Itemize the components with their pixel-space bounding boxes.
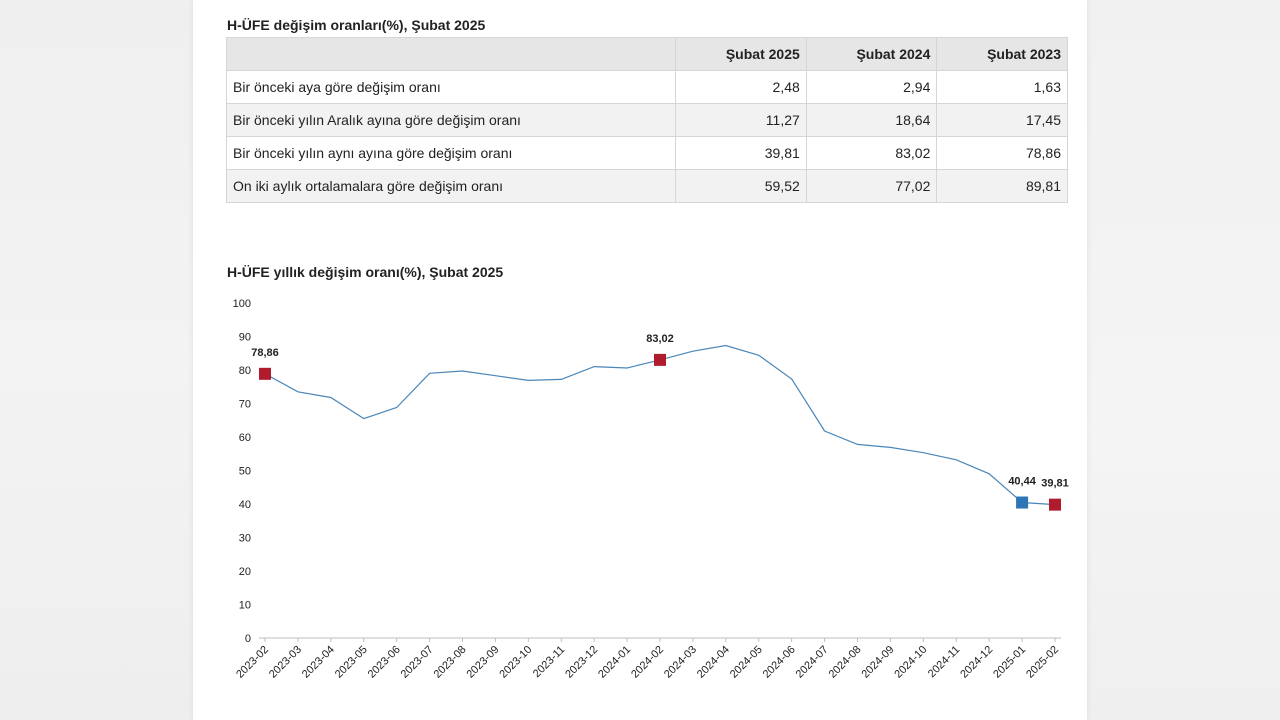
series-line	[264, 344, 1056, 506]
x-tick-label: 2025-01	[991, 644, 1028, 681]
y-tick-label: 40	[239, 499, 251, 511]
data-point	[758, 354, 760, 356]
x-tick-label: 2023-05	[333, 644, 370, 681]
y-tick-label: 0	[245, 633, 251, 645]
data-point	[395, 406, 397, 408]
y-tick-label: 50	[239, 466, 251, 478]
data-point	[725, 344, 727, 346]
report-sheet: H-ÜFE değişim oranları(%), Şubat 2025 Şu…	[193, 0, 1087, 720]
x-tick-label: 2023-06	[366, 644, 403, 681]
x-tick-label: 2024-05	[728, 644, 765, 681]
table-cell: 78,86	[936, 136, 1068, 170]
change-rates-table: Şubat 2025 Şubat 2024 Şubat 2023 Bir önc…	[225, 37, 1068, 203]
data-point	[626, 367, 628, 369]
y-tick-label: 80	[239, 365, 251, 377]
table-cell: 11,27	[675, 103, 807, 137]
table-row: Bir önceki aya göre değişim oranı 2,48 2…	[225, 70, 1068, 104]
background-right	[1087, 0, 1280, 720]
x-tick-label: 2024-09	[860, 644, 897, 681]
y-tick-label: 100	[233, 298, 251, 310]
data-point	[790, 378, 792, 380]
table-cell: 59,52	[675, 169, 807, 203]
highlight-marker	[1049, 498, 1061, 511]
x-tick-label: 2024-12	[958, 644, 995, 681]
data-point	[889, 446, 891, 448]
data-point	[692, 350, 694, 352]
x-tick-label: 2025-02	[1024, 644, 1061, 681]
x-tick-label: 2024-07	[794, 644, 831, 681]
y-tick-label: 70	[239, 399, 251, 411]
table-header-cell: Şubat 2024	[805, 37, 938, 71]
data-label: 40,44	[1008, 476, 1036, 488]
data-label: 83,02	[646, 333, 674, 345]
data-point	[560, 378, 562, 380]
y-tick-label: 60	[239, 432, 251, 444]
data-point	[461, 370, 463, 372]
x-tick-label: 2024-04	[695, 644, 732, 681]
x-tick-label: 2023-04	[300, 644, 337, 681]
row-label: On iki aylık ortalamalara göre değişim o…	[225, 169, 677, 203]
x-tick-label: 2023-07	[399, 644, 436, 681]
x-tick-label: 2024-10	[892, 644, 929, 681]
table-header-row: Şubat 2025 Şubat 2024 Şubat 2023	[225, 37, 1068, 71]
data-point	[955, 459, 957, 461]
table-title: H-ÜFE değişim oranları(%), Şubat 2025	[227, 17, 486, 33]
background-left	[0, 0, 193, 720]
highlight-marker	[654, 353, 666, 366]
x-tick-label: 2023-03	[267, 644, 304, 681]
data-label: 78,86	[251, 347, 279, 359]
x-tick-label: 2023-02	[234, 644, 271, 681]
data-point	[988, 473, 990, 475]
x-tick-label: 2023-11	[531, 644, 567, 680]
data-point	[922, 452, 924, 454]
data-point	[297, 391, 299, 393]
x-tick-label: 2024-11	[926, 644, 962, 680]
table-row: On iki aylık ortalamalara göre değişim o…	[225, 169, 1068, 203]
y-tick-label: 10	[239, 600, 251, 612]
data-point	[856, 443, 858, 445]
y-tick-label: 30	[239, 533, 251, 545]
x-tick-label: 2024-03	[662, 644, 699, 681]
data-point	[593, 365, 595, 367]
data-point	[428, 372, 430, 374]
x-tick-label: 2024-01	[596, 644, 633, 681]
table-cell: 18,64	[805, 103, 938, 137]
data-point	[527, 379, 529, 381]
table-cell: 77,02	[805, 169, 938, 203]
x-tick-label: 2024-06	[761, 644, 798, 681]
x-tick-label: 2023-10	[497, 644, 534, 681]
highlight-marker	[259, 367, 271, 380]
row-label: Bir önceki yılın aynı ayına göre değişim…	[225, 136, 677, 170]
table-cell: 89,81	[936, 169, 1068, 203]
table-cell: 2,48	[675, 70, 807, 104]
x-tick-label: 2023-09	[465, 644, 502, 681]
table-cell: 39,81	[675, 136, 807, 170]
x-tick-label: 2023-12	[563, 644, 600, 681]
table-header-cell: Şubat 2023	[936, 37, 1068, 71]
data-point	[494, 374, 496, 376]
data-point	[363, 417, 365, 419]
x-tick-label: 2023-08	[432, 644, 469, 681]
chart-title: H-ÜFE yıllık değişim oranı(%), Şubat 202…	[227, 264, 504, 280]
data-point	[823, 430, 825, 432]
x-tick-label: 2024-02	[629, 644, 666, 681]
table-cell: 17,45	[936, 103, 1068, 137]
y-tick-label: 90	[239, 332, 251, 344]
table-header-cell: Şubat 2025	[675, 37, 807, 71]
row-label: Bir önceki aya göre değişim oranı	[225, 70, 677, 104]
table-cell: 83,02	[805, 136, 938, 170]
x-tick-label: 2024-08	[827, 644, 864, 681]
table-row: Bir önceki yılın Aralık ayına göre değiş…	[225, 103, 1068, 137]
annual-change-line-chart: 01020304050607080901002023-022023-032023…	[233, 298, 1069, 681]
data-point	[330, 396, 332, 398]
data-label: 39,81	[1041, 478, 1069, 490]
table-row: Bir önceki yılın aynı ayına göre değişim…	[225, 136, 1068, 170]
y-tick-label: 20	[239, 566, 251, 578]
table-header-cell	[225, 37, 677, 71]
table-cell: 1,63	[936, 70, 1068, 104]
row-label: Bir önceki yılın Aralık ayına göre değiş…	[225, 103, 677, 137]
highlight-marker	[1016, 496, 1029, 509]
table-cell: 2,94	[805, 70, 938, 104]
